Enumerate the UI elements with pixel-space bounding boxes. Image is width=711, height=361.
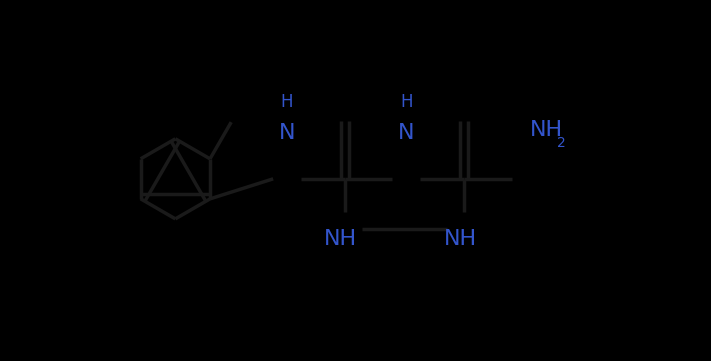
Text: H: H: [281, 93, 293, 111]
Text: NH: NH: [530, 120, 562, 140]
Text: N: N: [398, 123, 415, 143]
Text: H: H: [400, 93, 412, 111]
Text: 2: 2: [557, 136, 565, 150]
Text: NH: NH: [324, 229, 358, 249]
Text: N: N: [279, 123, 295, 143]
Text: NH: NH: [444, 229, 477, 249]
